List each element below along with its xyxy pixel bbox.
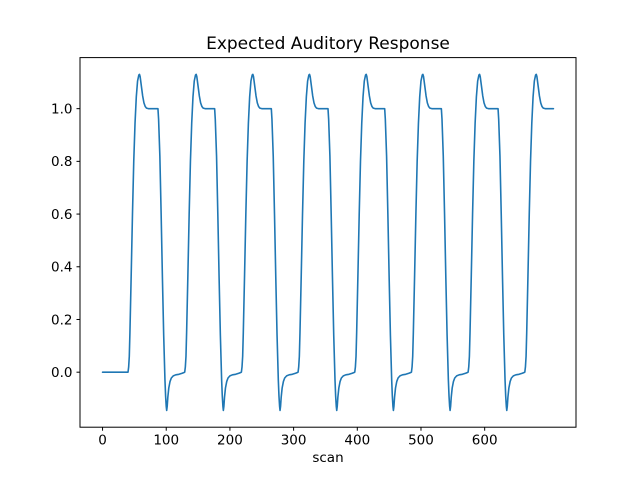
axes-frame [79,57,577,428]
y-tick-label: 0.0 [51,365,72,381]
y-axis-ticks: 0.0 0.2 0.4 0.6 0.8 1.0 [51,101,80,381]
y-tick-label: 0.2 [51,312,72,328]
y-tick-label: 1.0 [51,101,72,117]
plot-title: Expected Auditory Response [206,34,450,54]
x-axis-ticks: 0 100 200 300 400 500 600 [98,427,498,449]
y-tick-label: 0.6 [51,207,72,223]
x-tick-label: 200 [217,433,243,449]
response-line [101,73,555,412]
x-tick-label: 500 [408,433,434,449]
x-tick-label: 400 [344,433,370,449]
x-tick-label: 100 [153,433,179,449]
x-axis-label: scan [312,450,343,466]
y-tick-label: 0.8 [51,154,72,170]
x-tick-label: 300 [281,433,307,449]
y-tick-label: 0.4 [51,260,72,276]
x-tick-label: 600 [472,433,498,449]
x-tick-label: 0 [98,433,107,449]
